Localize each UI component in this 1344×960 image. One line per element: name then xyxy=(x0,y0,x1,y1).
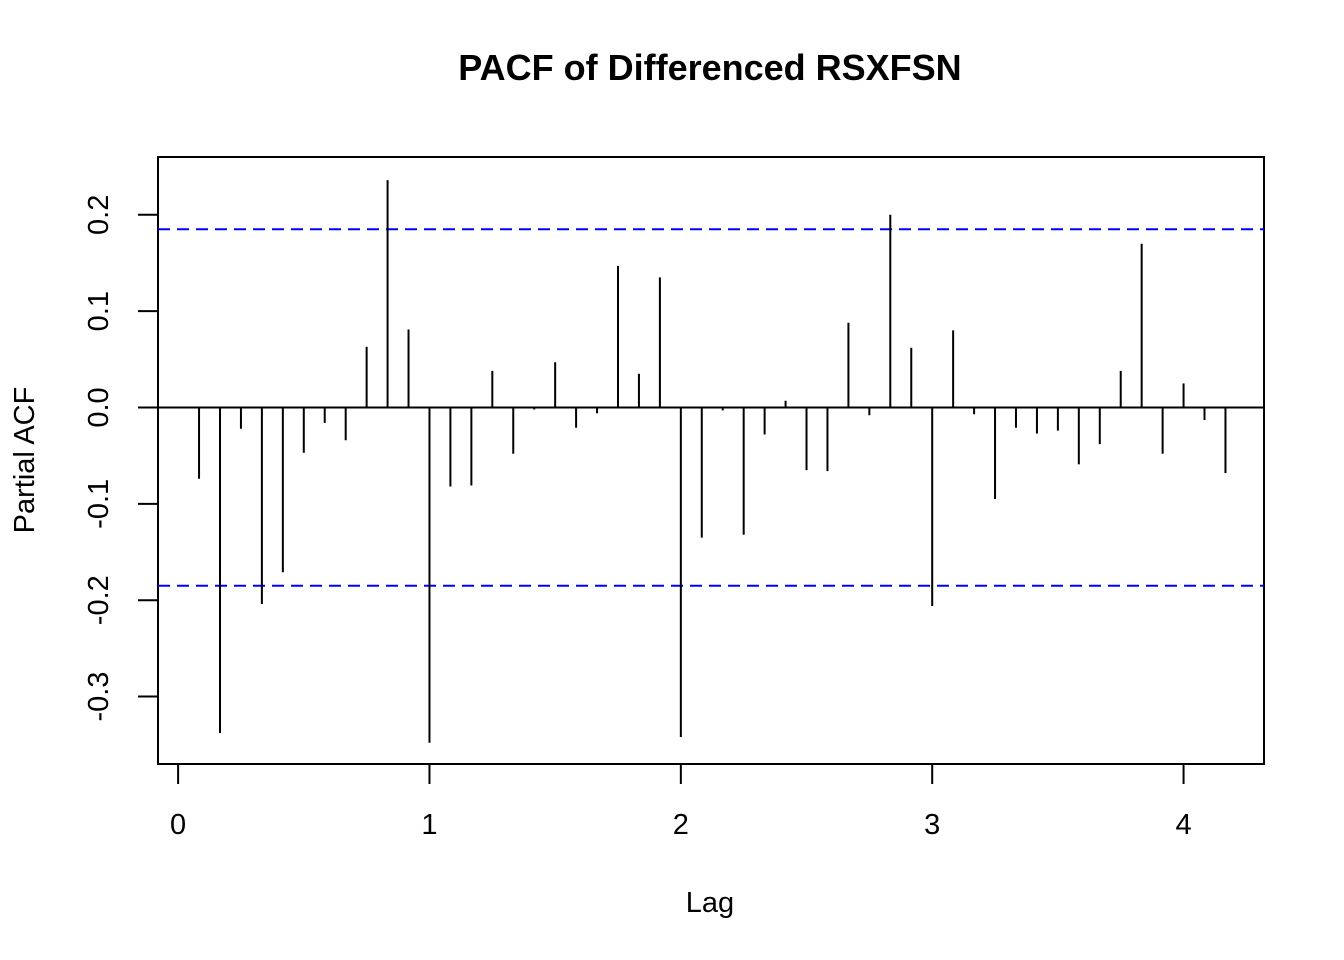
x-tick-label: 2 xyxy=(673,809,689,841)
plot-frame xyxy=(157,156,1265,765)
y-tick-label: 0.2 xyxy=(83,195,115,235)
y-axis: -0.3 -0.2 -0.1 0.0 0.1 0.2 xyxy=(83,195,158,722)
x-axis-label: Lag xyxy=(686,887,734,919)
y-tick-label: -0.2 xyxy=(83,575,115,625)
x-tick-label: 4 xyxy=(1175,809,1191,841)
y-tick-label: -0.1 xyxy=(83,479,115,529)
y-axis-label: Partial ACF xyxy=(9,387,41,534)
y-tick-label: 0.1 xyxy=(83,291,115,331)
x-tick-label: 1 xyxy=(421,809,437,841)
confidence-bounds xyxy=(158,228,1264,587)
chart-title: PACF of Differenced RSXFSN xyxy=(458,47,961,88)
y-tick-label: -0.3 xyxy=(83,672,115,722)
y-tick-label: 0.0 xyxy=(83,387,115,427)
x-tick-label: 0 xyxy=(170,809,186,841)
pacf-bars xyxy=(198,180,1227,743)
x-axis: 0 1 2 3 4 xyxy=(170,763,1192,841)
x-tick-label: 3 xyxy=(924,809,940,841)
